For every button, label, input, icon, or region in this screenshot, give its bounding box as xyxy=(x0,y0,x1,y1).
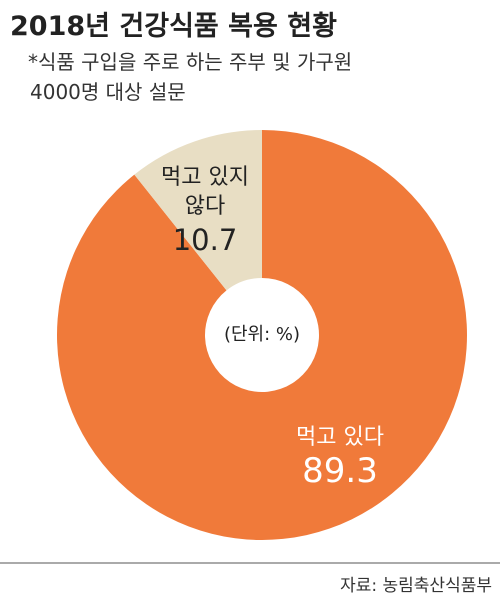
source: 자료: 농림축산식품부 xyxy=(340,576,492,595)
subtitle: 4000명 대상 설문 xyxy=(30,80,186,104)
value-label: 89.3 xyxy=(302,451,378,491)
value-label: 10.7 xyxy=(172,223,238,257)
center-label: (단위: %) xyxy=(223,324,301,345)
donut-slice xyxy=(56,130,467,540)
subtitle: *식품 구입을 주로 하는 주부 및 가구원 xyxy=(28,50,353,74)
slice-label: 먹고 있지 않다 xyxy=(161,165,249,219)
donut-slice xyxy=(134,130,262,291)
slice-label: 먹고 있다 xyxy=(296,425,384,450)
chart-title: 2018년 건강식품 복용 현황 xyxy=(10,11,337,42)
